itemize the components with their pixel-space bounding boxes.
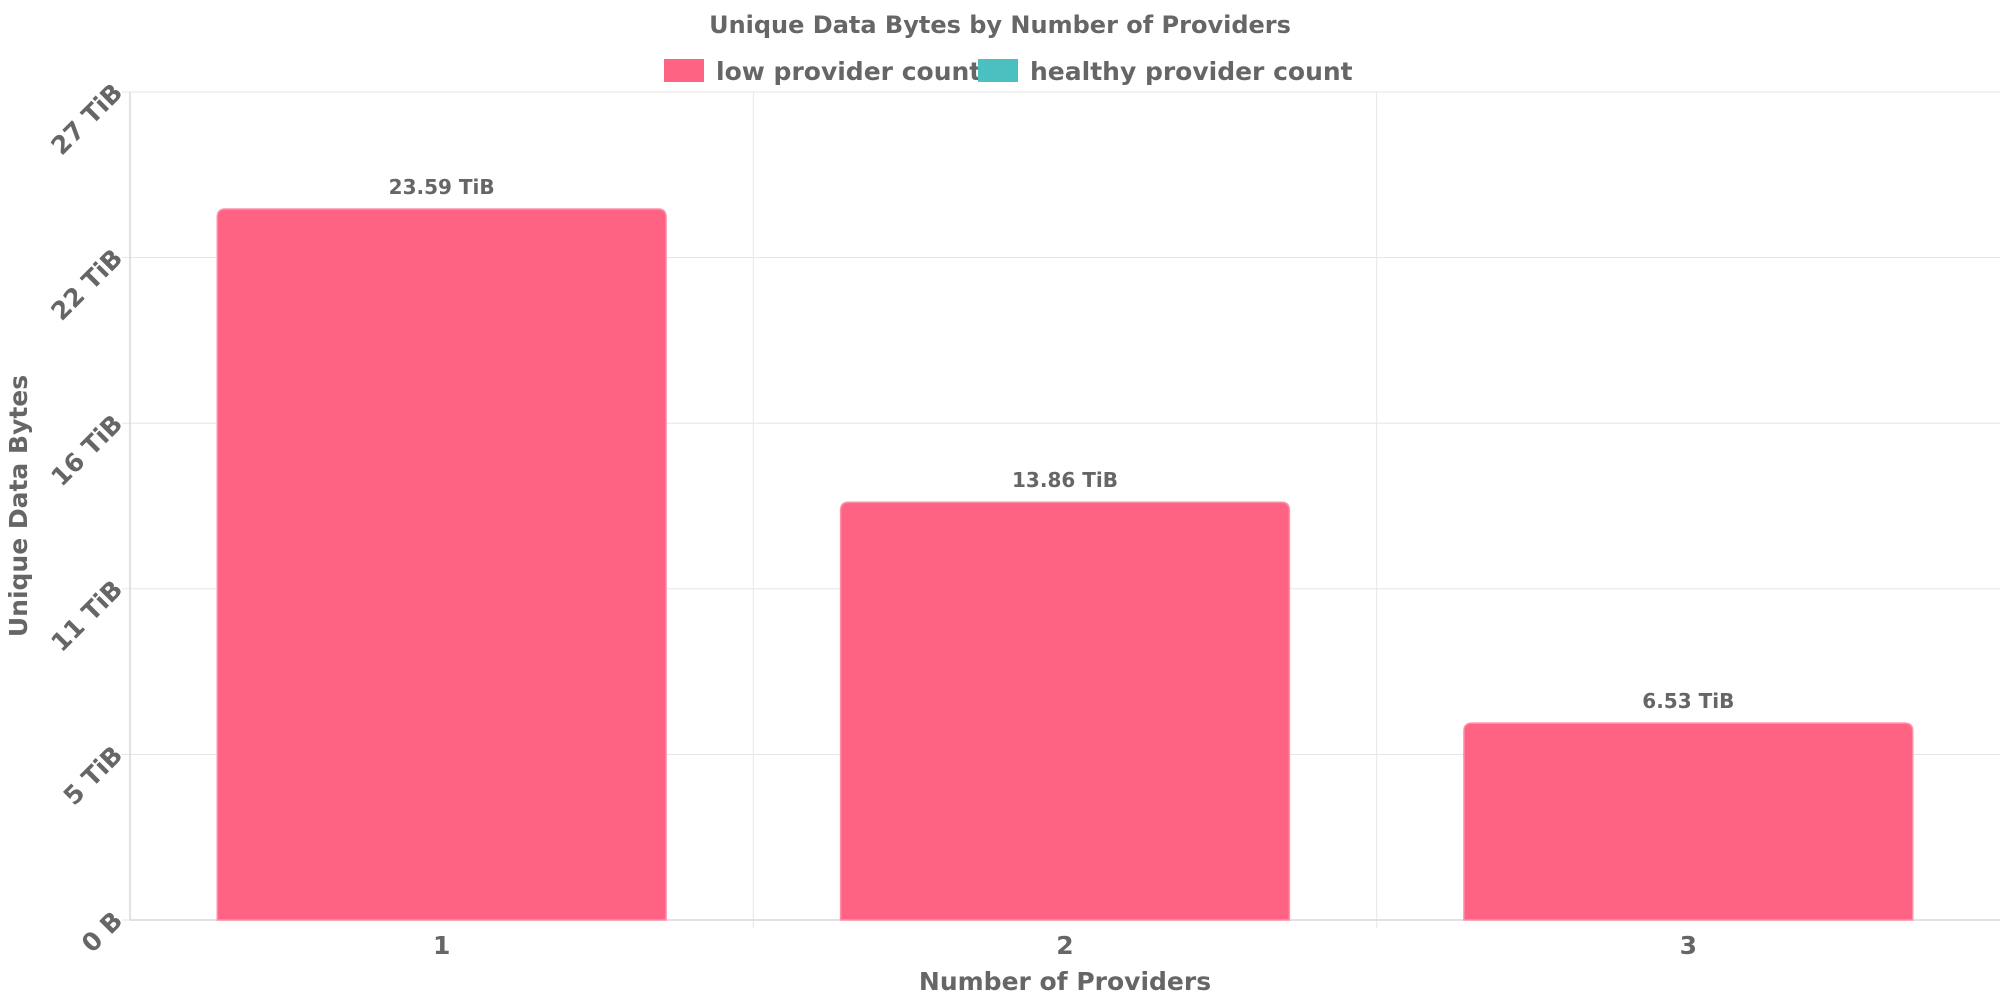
legend-swatch-low-provider-count[interactable] xyxy=(664,59,704,82)
y-tick-label: 11 TiB xyxy=(45,574,128,657)
bar-2[interactable] xyxy=(839,501,1291,921)
x-axis-title: Number of Providers xyxy=(919,967,1211,996)
legend-label-healthy-provider-count[interactable]: healthy provider count xyxy=(1030,57,1353,86)
x-axis-ticks: 1 2 3 xyxy=(433,931,1697,960)
y-tick-label: 16 TiB xyxy=(45,409,128,492)
legend: low provider count healthy provider coun… xyxy=(664,57,1353,86)
y-tick-label: 27 TiB xyxy=(45,78,128,161)
x-tick-label: 3 xyxy=(1680,931,1697,960)
x-tick-label: 1 xyxy=(433,931,450,960)
data-labels: 23.59 TiB 13.86 TiB 6.53 TiB xyxy=(389,175,1735,713)
y-tick-label: 22 TiB xyxy=(45,243,128,326)
bar-value-label-2: 13.86 TiB xyxy=(1012,468,1118,492)
legend-swatch-healthy-provider-count[interactable] xyxy=(978,59,1018,82)
bars xyxy=(216,208,1914,921)
y-tick-label: 0 B xyxy=(76,906,128,958)
bar-value-label-1: 23.59 TiB xyxy=(389,175,495,199)
bar-value-label-3: 6.53 TiB xyxy=(1642,689,1734,713)
y-axis-title: Unique Data Bytes xyxy=(4,375,33,637)
bar-3[interactable] xyxy=(1463,722,1914,921)
x-tick-label: 2 xyxy=(1056,931,1073,960)
legend-label-low-provider-count[interactable]: low provider count xyxy=(716,57,981,86)
chart-title: Unique Data Bytes by Number of Providers xyxy=(709,11,1291,39)
y-tick-label: 5 TiB xyxy=(58,740,129,811)
bar-1[interactable] xyxy=(216,208,667,921)
y-axis-ticks: 0 B 5 TiB 11 TiB 16 TiB 22 TiB 27 TiB xyxy=(45,78,128,958)
